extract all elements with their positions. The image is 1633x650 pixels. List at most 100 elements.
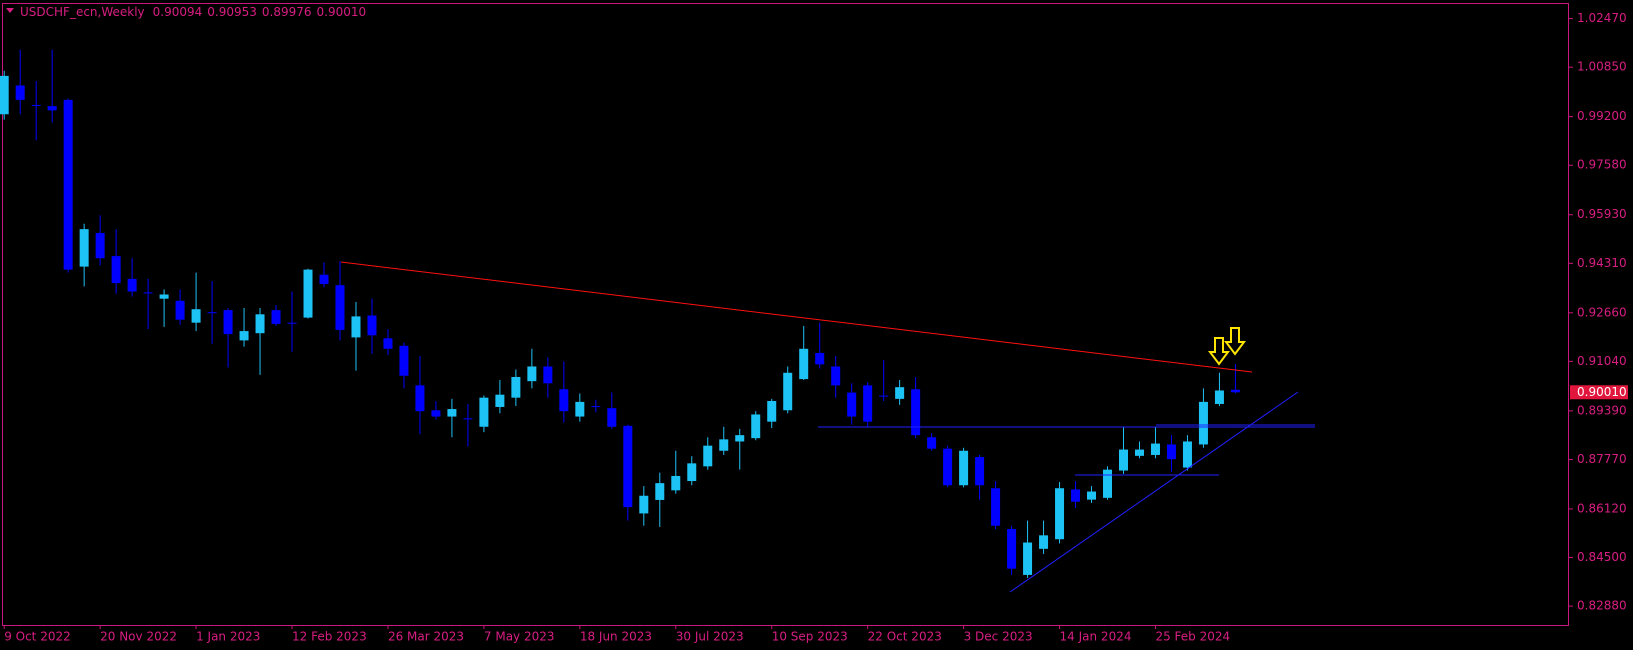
x-tick-label: 30 Jul 2023 [676, 630, 744, 644]
candle-body [879, 395, 889, 397]
candle-body [239, 331, 249, 341]
candle-body [863, 385, 873, 422]
candle-body [831, 366, 841, 386]
candle-body [383, 338, 393, 349]
x-tick-label: 3 Dec 2023 [964, 630, 1033, 644]
candle-body [751, 414, 761, 439]
candle-body [351, 316, 361, 338]
down-arrow [1224, 327, 1246, 356]
candle-body [1214, 390, 1224, 404]
plot-frame [2, 3, 1569, 626]
x-tick-label: 7 May 2023 [484, 630, 555, 644]
candle-body [95, 233, 105, 259]
y-tick-label: 0.82880 [1577, 599, 1627, 613]
y-tick-label: 0.91040 [1577, 354, 1627, 368]
candle-body [143, 292, 153, 294]
candle-body [31, 104, 41, 106]
candle-body [271, 310, 281, 324]
candle-body [655, 483, 665, 500]
candle-body [575, 401, 585, 417]
resistance-line [340, 261, 1253, 373]
y-tick-label: 0.95930 [1577, 207, 1627, 221]
chart-title: USDCHF_ecn,Weekly 0.90094 0.90953 0.89976 0.… [20, 5, 366, 19]
candle-body [591, 406, 601, 408]
low-value: 0.89976 [262, 5, 312, 19]
y-tick-label: 0.87770 [1577, 452, 1627, 466]
candle-body [479, 397, 489, 427]
candle-body [431, 410, 441, 417]
candle-body [159, 294, 169, 299]
candle-body [287, 322, 297, 324]
candle-body [1103, 469, 1113, 498]
candles [0, 49, 1240, 578]
y-tick-label: 0.92660 [1577, 305, 1627, 319]
y-tick-label: 0.97580 [1577, 158, 1627, 172]
candle-body [783, 372, 793, 411]
x-tick-label: 9 Oct 2022 [4, 630, 71, 644]
last-price-box [1570, 385, 1628, 400]
candle-body [1023, 542, 1033, 575]
x-tick-label: 12 Feb 2023 [292, 630, 367, 644]
candle-body [927, 437, 937, 449]
x-tick-label: 18 Jun 2023 [580, 630, 652, 644]
x-tick-label: 10 Sep 2023 [772, 630, 848, 644]
candle-body [1134, 449, 1144, 456]
candle-body [703, 445, 713, 467]
candle-body [0, 75, 9, 115]
candle-body [415, 385, 425, 412]
candle-body [911, 389, 921, 436]
candle-body [1119, 449, 1128, 471]
candle-body [1007, 529, 1017, 569]
candle-body [1230, 389, 1240, 393]
candle-body [367, 315, 377, 336]
y-tick-label: 0.86120 [1577, 501, 1627, 515]
y-tick-label: 0.89390 [1577, 403, 1627, 417]
candle-body [527, 366, 537, 382]
open-value: 0.90094 [153, 5, 203, 19]
candle-body [559, 389, 569, 412]
candle-body [463, 418, 473, 420]
candle-body [607, 408, 617, 427]
x-tick-label: 25 Feb 2024 [1155, 630, 1230, 644]
candle-body [991, 488, 1001, 526]
candle-body [767, 400, 777, 422]
candle-body [47, 106, 57, 111]
candle-body [447, 409, 457, 417]
candle-body [127, 278, 137, 292]
candle-body [111, 256, 121, 284]
candle-body [799, 348, 809, 380]
candle-body [687, 463, 697, 482]
x-tick-label: 14 Jan 2024 [1060, 630, 1132, 644]
y-tick-label: 0.99200 [1577, 109, 1627, 123]
candle-body [815, 352, 825, 365]
high-value: 0.90953 [207, 5, 257, 19]
candle-body [1055, 488, 1065, 540]
candle-body [959, 450, 969, 486]
candle-body [191, 309, 201, 323]
candle-body [319, 274, 329, 285]
candle-body [623, 425, 633, 508]
candle-body [79, 229, 89, 267]
y-tick-label: 0.84500 [1577, 550, 1627, 564]
candle-body [719, 439, 729, 451]
candle-body [1166, 444, 1176, 460]
candle-body [1182, 441, 1192, 468]
candle-body [671, 475, 681, 491]
candle-body [303, 269, 313, 318]
y-tick-label: 1.02470 [1577, 11, 1627, 25]
x-tick-label: 20 Nov 2022 [100, 630, 177, 644]
symbol: USDCHF_ecn,Weekly [20, 5, 145, 19]
candle-body [495, 394, 505, 407]
candle-body [1198, 401, 1208, 445]
candle-body [511, 376, 521, 398]
x-tick-label: 22 Oct 2023 [868, 630, 942, 644]
candle-body [1150, 443, 1160, 455]
candle-body [975, 457, 985, 486]
x-tick-label: 1 Jan 2023 [196, 630, 260, 644]
close-value: 0.90010 [317, 5, 367, 19]
candle-body [223, 310, 233, 335]
candle-body [735, 435, 745, 442]
collapse-icon[interactable] [6, 8, 14, 13]
